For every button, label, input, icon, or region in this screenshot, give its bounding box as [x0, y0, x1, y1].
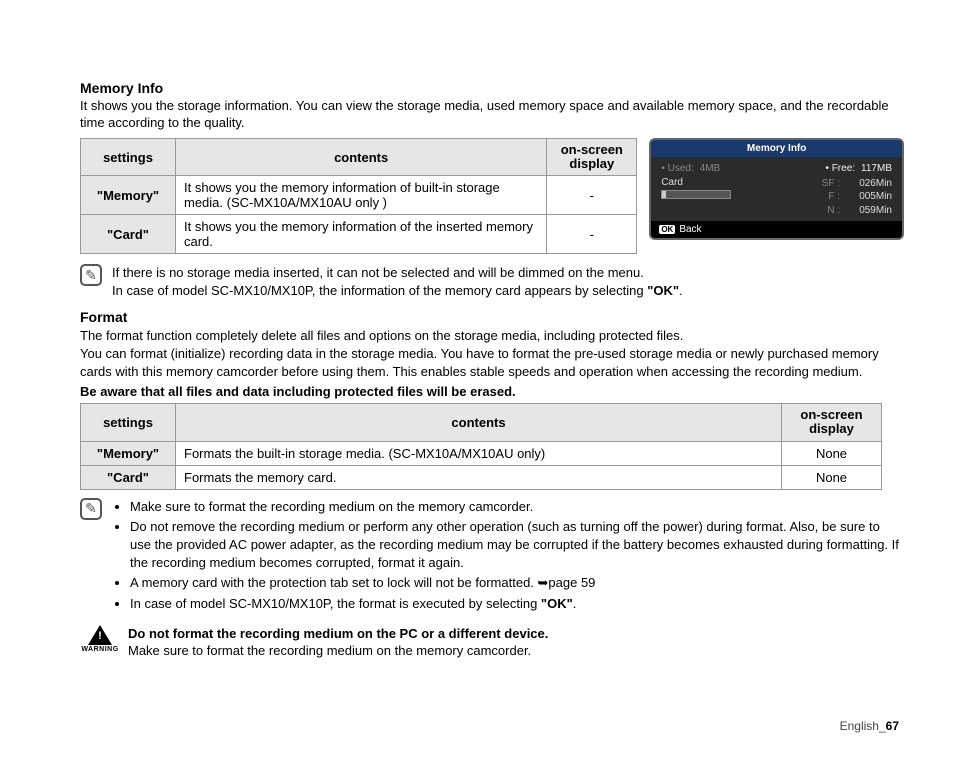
format-bullets: Make sure to format the recording medium… [112, 498, 904, 615]
content-cell: It shows you the memory information of b… [176, 176, 547, 215]
page-number: English_67 [840, 719, 899, 733]
list-item: Do not remove the recording medium or pe… [130, 518, 904, 573]
lcd-storage-bar-fill [662, 191, 665, 198]
stat-val: 026Min [848, 177, 892, 191]
lcd-stats: SF : 026Min F : 005Min N : 059Min [814, 177, 892, 218]
osd-cell: None [782, 441, 882, 465]
table-header-row: settings contents on-screen display [81, 138, 637, 176]
setting-cell: "Memory" [81, 176, 176, 215]
lcd-free-label: • Free: [825, 163, 855, 174]
col-contents: contents [176, 404, 782, 442]
format-bold-note: Be aware that all files and data includi… [80, 384, 904, 399]
lcd-card-label: Card [661, 177, 731, 188]
memory-info-title: Memory Info [80, 80, 904, 96]
col-settings: settings [81, 404, 176, 442]
lcd-used-label: • Used: [661, 163, 693, 174]
note-icon: ✎ [80, 264, 102, 286]
stat-key: SF : [814, 177, 840, 191]
stat-val: 005Min [848, 190, 892, 204]
setting-cell: "Card" [81, 465, 176, 489]
content-cell: Formats the built-in storage media. (SC-… [176, 441, 782, 465]
table-row: "Card" Formats the memory card. None [81, 465, 882, 489]
table-header-row: settings contents on-screen display [81, 404, 882, 442]
lcd-free-value: 117MB [861, 163, 892, 174]
ok-icon: OK [659, 225, 675, 234]
format-intro: The format function completely delete al… [80, 327, 904, 380]
note-text: If there is no storage media inserted, i… [112, 264, 683, 299]
lcd-storage-bar [661, 190, 731, 199]
format-table: settings contents on-screen display "Mem… [80, 403, 882, 490]
lcd-used-value: 4MB [700, 163, 721, 174]
warning-text: Do not format the recording medium on th… [128, 625, 548, 660]
col-settings: settings [81, 138, 176, 176]
setting-cell: "Memory" [81, 441, 176, 465]
stat-key: N : [814, 204, 840, 218]
lcd-footer: OK Back [651, 221, 902, 238]
col-osd: on-screen display [547, 138, 637, 176]
content-cell: It shows you the memory information of t… [176, 215, 547, 254]
stat-key: F : [814, 190, 840, 204]
list-item: A memory card with the protection tab se… [130, 574, 904, 592]
list-item: In case of model SC-MX10/MX10P, the form… [130, 595, 904, 613]
col-osd: on-screen display [782, 404, 882, 442]
note-icon: ✎ [80, 498, 102, 520]
memory-info-intro: It shows you the storage information. Yo… [80, 98, 904, 132]
format-title: Format [80, 309, 904, 325]
table-row: "Card" It shows you the memory informati… [81, 215, 637, 254]
osd-cell: - [547, 215, 637, 254]
list-item: Make sure to format the recording medium… [130, 498, 904, 516]
table-row: "Memory" Formats the built-in storage me… [81, 441, 882, 465]
setting-cell: "Card" [81, 215, 176, 254]
stat-val: 059Min [848, 204, 892, 218]
content-cell: Formats the memory card. [176, 465, 782, 489]
lcd-back-label: Back [679, 224, 701, 235]
memory-info-table: settings contents on-screen display "Mem… [80, 138, 637, 255]
table-row: "Memory" It shows you the memory informa… [81, 176, 637, 215]
osd-cell: - [547, 176, 637, 215]
lcd-preview: Memory Info • Used: 4MB • Free: 117MB Ca… [649, 138, 904, 241]
warning-icon: WARNING [80, 625, 120, 653]
osd-cell: None [782, 465, 882, 489]
col-contents: contents [176, 138, 547, 176]
lcd-title: Memory Info [651, 140, 902, 157]
